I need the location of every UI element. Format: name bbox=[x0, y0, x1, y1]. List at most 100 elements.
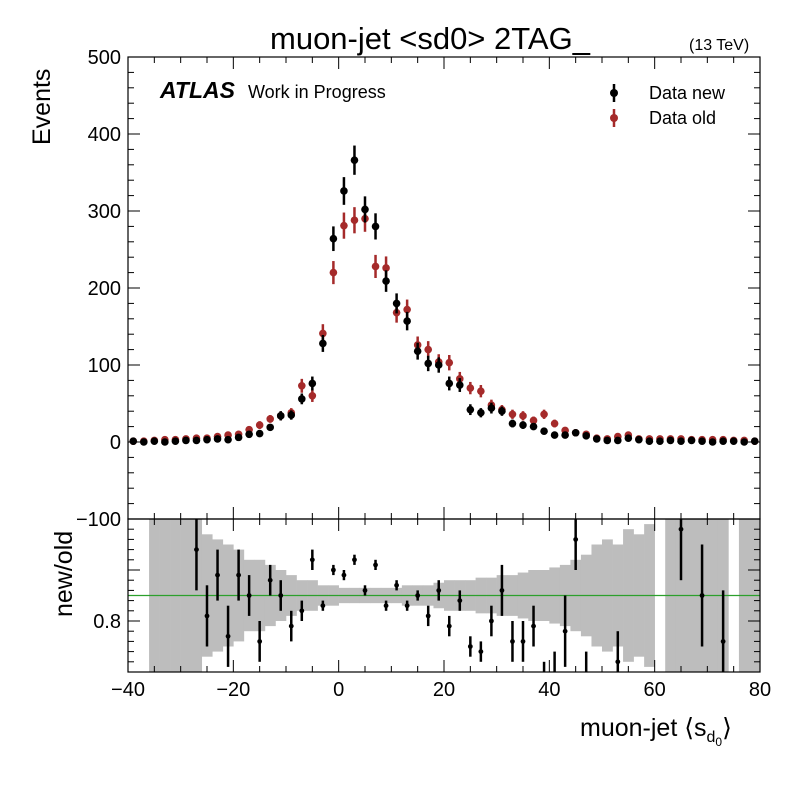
data-point bbox=[266, 423, 275, 432]
data-point bbox=[182, 436, 190, 445]
ratio-point bbox=[194, 547, 199, 552]
data-point bbox=[308, 379, 317, 388]
ratio-point bbox=[246, 593, 252, 598]
ratio-point bbox=[615, 659, 621, 665]
data-point bbox=[392, 299, 401, 308]
data-point bbox=[529, 422, 538, 431]
data-point bbox=[371, 222, 380, 231]
ratio-point bbox=[309, 557, 315, 563]
data-point bbox=[308, 392, 317, 400]
legend-label-new: Data new bbox=[649, 83, 726, 103]
x-axis-label-sub: d bbox=[706, 729, 715, 746]
x-tick-label: −40 bbox=[111, 679, 145, 701]
data-point bbox=[719, 437, 727, 446]
data-point bbox=[340, 221, 348, 230]
ratio-point bbox=[573, 537, 579, 542]
data-point bbox=[276, 412, 285, 420]
data-point bbox=[255, 429, 264, 438]
x-axis-label: muon-jet ⟨sd0⟩ bbox=[580, 714, 732, 749]
data-point bbox=[382, 264, 390, 272]
data-point bbox=[635, 435, 643, 444]
atlas-sublabel: Work in Progress bbox=[248, 82, 386, 102]
data-point bbox=[540, 410, 548, 419]
x-tick-label: 0 bbox=[333, 679, 344, 701]
ratio-point bbox=[457, 598, 463, 603]
legend-marker-new bbox=[610, 84, 618, 102]
legend-label-old: Data old bbox=[649, 108, 716, 128]
ratio-y-axis-label: new/old bbox=[50, 531, 78, 617]
data-point bbox=[466, 384, 475, 392]
x-tick-label: 80 bbox=[749, 679, 771, 701]
data-point bbox=[550, 431, 559, 439]
ratio-point bbox=[478, 649, 484, 654]
data-point bbox=[508, 410, 517, 419]
data-point bbox=[750, 437, 759, 446]
data-point bbox=[350, 156, 359, 164]
data-point bbox=[508, 419, 517, 428]
data-point bbox=[245, 430, 253, 439]
series-data-old bbox=[129, 205, 759, 446]
ratio-point bbox=[204, 613, 210, 619]
ratio-point bbox=[404, 603, 410, 609]
y-tick-label: 200 bbox=[88, 278, 121, 300]
ratio-point bbox=[352, 557, 357, 563]
data-point bbox=[203, 435, 211, 444]
data-point bbox=[592, 435, 601, 443]
ratio-point bbox=[225, 633, 231, 639]
data-point bbox=[466, 405, 475, 414]
ratio-point bbox=[436, 588, 442, 593]
x-tick-label: 60 bbox=[644, 679, 666, 701]
y-tick-label: −100 bbox=[76, 509, 121, 531]
data-point bbox=[329, 268, 338, 277]
data-point bbox=[340, 187, 348, 195]
data-point bbox=[329, 234, 338, 243]
data-point bbox=[603, 436, 612, 445]
data-point bbox=[614, 436, 622, 445]
ratio-data-points bbox=[194, 519, 726, 672]
ratio-plot-frame bbox=[127, 518, 761, 673]
data-point bbox=[645, 437, 654, 446]
data-point bbox=[424, 359, 433, 368]
data-point bbox=[698, 437, 706, 446]
data-point bbox=[213, 435, 222, 443]
data-point bbox=[498, 407, 506, 416]
data-point bbox=[666, 436, 675, 445]
data-point bbox=[361, 205, 369, 214]
data-point bbox=[287, 411, 296, 419]
data-point bbox=[266, 415, 275, 423]
data-point bbox=[571, 428, 580, 437]
data-point bbox=[729, 437, 738, 446]
ratio-point bbox=[562, 628, 568, 634]
data-point bbox=[708, 438, 717, 446]
ratio-point bbox=[415, 593, 421, 598]
ratio-point bbox=[267, 577, 273, 583]
y-tick-label: 100 bbox=[88, 355, 121, 377]
data-point bbox=[519, 412, 527, 420]
data-point bbox=[298, 381, 306, 390]
data-point bbox=[161, 438, 169, 446]
series-data-new bbox=[129, 145, 759, 446]
y-tick-label: 300 bbox=[88, 201, 121, 223]
x-tick-label: 40 bbox=[538, 679, 560, 701]
data-point bbox=[150, 437, 159, 446]
ratio-point bbox=[720, 639, 726, 644]
ratio-point bbox=[531, 623, 536, 629]
data-point bbox=[540, 427, 548, 436]
ratio-point bbox=[288, 623, 294, 629]
data-point bbox=[582, 432, 590, 440]
y-tick-label: 0 bbox=[110, 432, 121, 454]
data-point bbox=[424, 345, 433, 354]
data-point bbox=[445, 379, 454, 388]
ratio-point bbox=[499, 588, 505, 593]
ratio-point bbox=[678, 526, 684, 532]
ratio-point bbox=[699, 593, 705, 598]
data-point bbox=[298, 395, 306, 403]
data-point bbox=[456, 381, 464, 389]
ratio-point bbox=[446, 623, 452, 629]
ratio-point bbox=[299, 608, 305, 614]
data-point bbox=[445, 358, 454, 367]
ratio-point bbox=[467, 644, 473, 649]
data-point bbox=[561, 431, 569, 439]
chart-title: muon-jet <sd0> 2TAG_ bbox=[270, 21, 591, 56]
